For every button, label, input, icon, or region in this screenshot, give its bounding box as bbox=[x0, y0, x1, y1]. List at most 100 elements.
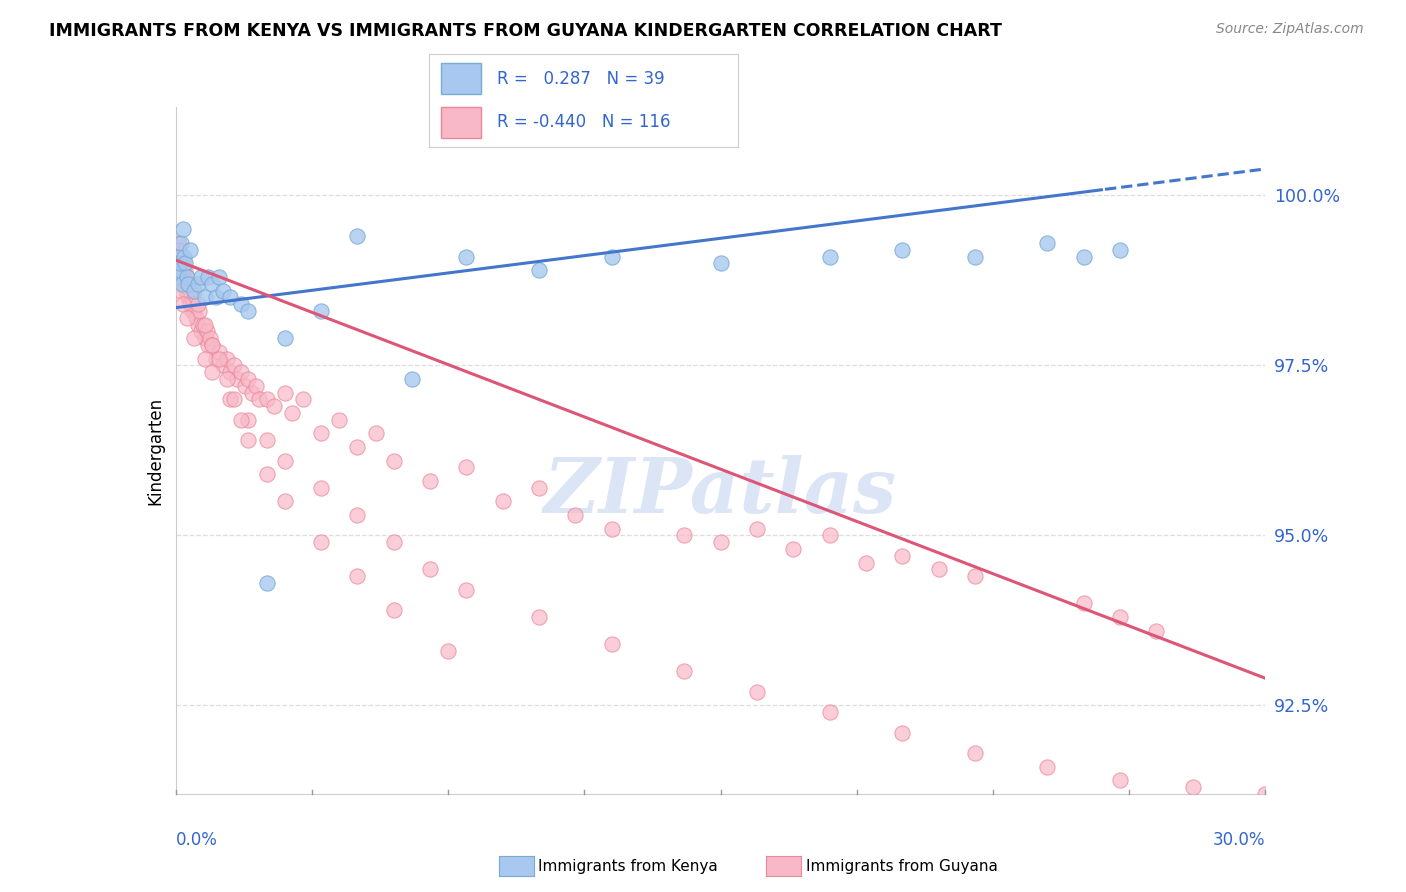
Point bbox=[170, 235, 193, 250]
Point bbox=[346, 569, 368, 583]
Point bbox=[173, 256, 195, 270]
Point bbox=[600, 637, 623, 651]
Point bbox=[176, 270, 198, 285]
Point bbox=[437, 644, 460, 658]
Point bbox=[274, 385, 297, 400]
Point bbox=[172, 277, 194, 291]
Point bbox=[238, 434, 260, 448]
Point bbox=[177, 277, 200, 291]
Point bbox=[263, 399, 285, 413]
Point bbox=[186, 277, 209, 291]
Point bbox=[172, 270, 194, 285]
Point bbox=[170, 250, 193, 264]
Point bbox=[346, 508, 368, 522]
Point bbox=[222, 392, 245, 407]
Point bbox=[456, 582, 478, 597]
Point bbox=[219, 365, 242, 379]
Point bbox=[240, 385, 263, 400]
Point bbox=[183, 331, 205, 345]
Point bbox=[256, 392, 278, 407]
Point bbox=[190, 270, 212, 285]
Point bbox=[186, 297, 209, 311]
Point bbox=[176, 270, 198, 285]
Point bbox=[188, 304, 211, 318]
Point bbox=[600, 250, 623, 264]
Point bbox=[456, 250, 478, 264]
Point bbox=[745, 685, 768, 699]
Point bbox=[564, 508, 586, 522]
Point bbox=[201, 338, 224, 352]
Point bbox=[527, 481, 550, 495]
Point bbox=[170, 284, 193, 298]
Point bbox=[201, 277, 224, 291]
Point bbox=[172, 222, 194, 236]
FancyBboxPatch shape bbox=[441, 107, 481, 138]
Point bbox=[1036, 760, 1059, 774]
Point bbox=[197, 270, 219, 285]
Point bbox=[963, 746, 986, 760]
Point bbox=[274, 331, 297, 345]
Text: R =   0.287   N = 39: R = 0.287 N = 39 bbox=[496, 70, 665, 87]
Point bbox=[291, 392, 314, 407]
Point bbox=[195, 325, 218, 339]
Point bbox=[1181, 780, 1204, 794]
Point bbox=[382, 535, 405, 549]
Point bbox=[1073, 597, 1095, 611]
Point bbox=[226, 372, 249, 386]
Point bbox=[180, 290, 202, 304]
Point bbox=[238, 372, 260, 386]
Point bbox=[256, 576, 278, 591]
Point bbox=[600, 522, 623, 536]
Point bbox=[274, 494, 297, 508]
Point bbox=[186, 318, 209, 332]
Point bbox=[181, 297, 204, 311]
Point bbox=[233, 379, 256, 393]
Point bbox=[167, 256, 190, 270]
Point bbox=[419, 562, 441, 576]
Point bbox=[346, 440, 368, 454]
Text: 30.0%: 30.0% bbox=[1213, 831, 1265, 849]
Point bbox=[172, 263, 194, 277]
Text: Source: ZipAtlas.com: Source: ZipAtlas.com bbox=[1216, 22, 1364, 37]
Point bbox=[238, 304, 260, 318]
Point bbox=[194, 331, 217, 345]
Point bbox=[190, 325, 212, 339]
Point bbox=[169, 263, 191, 277]
Point bbox=[177, 290, 200, 304]
Point bbox=[309, 304, 332, 318]
Point bbox=[167, 270, 190, 285]
Text: 0.0%: 0.0% bbox=[176, 831, 218, 849]
Point bbox=[231, 365, 253, 379]
Point bbox=[219, 392, 242, 407]
Point bbox=[172, 297, 194, 311]
Text: R = -0.440   N = 116: R = -0.440 N = 116 bbox=[496, 113, 671, 131]
Point bbox=[401, 372, 423, 386]
Point bbox=[855, 556, 877, 570]
Point bbox=[166, 250, 188, 264]
Point bbox=[1146, 624, 1168, 638]
FancyBboxPatch shape bbox=[441, 63, 481, 94]
Point bbox=[200, 331, 222, 345]
Point bbox=[208, 270, 231, 285]
Point bbox=[309, 426, 332, 441]
Point bbox=[194, 318, 217, 332]
Point bbox=[179, 243, 201, 257]
Point bbox=[256, 467, 278, 482]
Point bbox=[204, 351, 226, 366]
Point bbox=[191, 318, 214, 332]
Point bbox=[169, 243, 191, 257]
Point bbox=[782, 542, 804, 557]
Point bbox=[364, 426, 387, 441]
Point bbox=[169, 263, 191, 277]
Point bbox=[166, 243, 188, 257]
Point bbox=[818, 706, 841, 720]
Text: Immigrants from Guyana: Immigrants from Guyana bbox=[806, 859, 997, 873]
Point bbox=[184, 310, 207, 325]
Point bbox=[173, 277, 195, 291]
Point bbox=[456, 460, 478, 475]
Point bbox=[818, 250, 841, 264]
Point bbox=[219, 290, 242, 304]
Point bbox=[245, 379, 267, 393]
Point bbox=[166, 250, 188, 264]
Point bbox=[179, 297, 201, 311]
